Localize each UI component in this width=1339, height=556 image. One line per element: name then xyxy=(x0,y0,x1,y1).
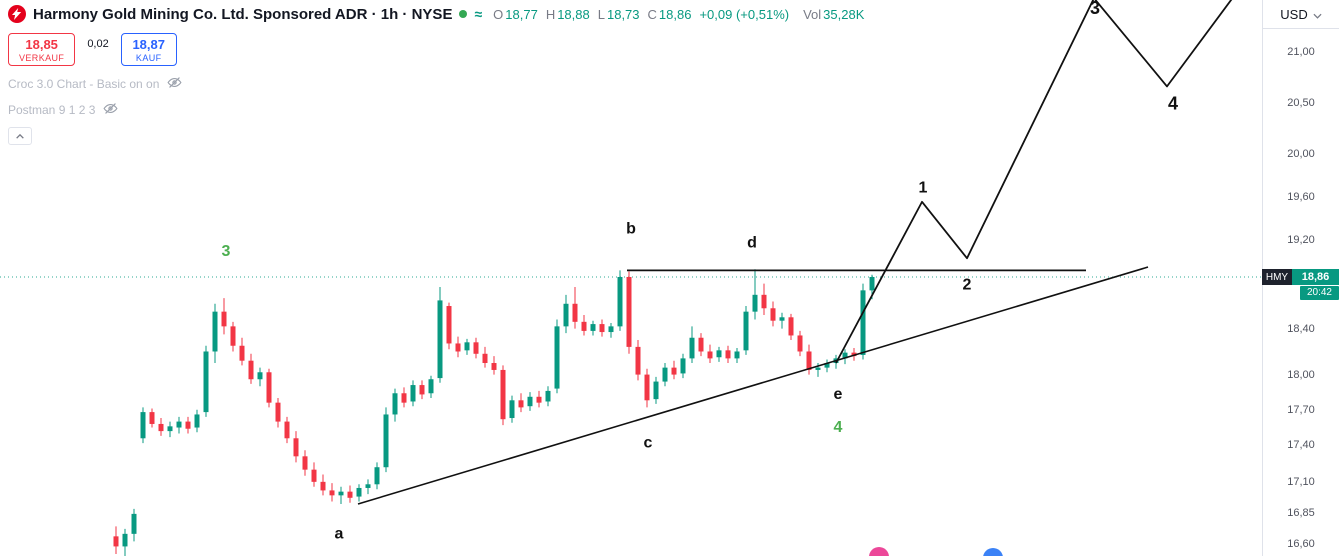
indicator-label: Croc 3.0 Chart - Basic on on xyxy=(8,76,160,91)
ascending-trendline xyxy=(357,266,1149,505)
price-axis-label: 17,70 xyxy=(1287,403,1315,416)
price-axis-label: 17,40 xyxy=(1287,439,1315,452)
chart-legend: Harmony Gold Mining Co. Ltd. Sponsored A… xyxy=(8,4,864,145)
currency-label: USD xyxy=(1280,6,1308,22)
indicator-row-postman[interactable]: Postman 9 1 2 3 xyxy=(8,101,864,118)
price-axis-label: 19,20 xyxy=(1287,233,1315,246)
high-label: H xyxy=(545,6,556,22)
price-axis-label: 20,00 xyxy=(1287,148,1315,161)
low-label: L xyxy=(597,6,605,22)
buy-button[interactable]: 18,87 KAUF xyxy=(120,33,177,66)
ohlc-values: O 18,77 H 18,88 L 18,73 C 18,86 +0,09 (+0,51… xyxy=(493,7,864,22)
wave-label: 4 xyxy=(834,419,843,436)
open-value: 18,77 xyxy=(505,6,538,22)
buy-label: KAUF xyxy=(135,53,162,63)
symbol-logo-icon[interactable] xyxy=(8,5,26,23)
wave-label: 3 xyxy=(222,243,231,260)
price-axis-label: 16,60 xyxy=(1287,537,1315,550)
sell-label: VERKAUF xyxy=(19,53,65,63)
badge-price: 18,86 xyxy=(1292,269,1339,285)
candles-layer xyxy=(113,269,875,556)
eye-off-icon[interactable] xyxy=(102,100,119,120)
wave-label: b xyxy=(626,220,636,237)
symbol-row: Harmony Gold Mining Co. Ltd. Sponsored A… xyxy=(8,4,864,24)
currency-selector[interactable]: USD xyxy=(1263,0,1339,29)
price-axis-label: 17,10 xyxy=(1287,475,1315,488)
wave-label: d xyxy=(747,234,757,251)
price-badge-row: HMY 18,86 xyxy=(1262,269,1339,285)
sell-button[interactable]: 18,85 VERKAUF xyxy=(8,33,76,66)
price-axis-label: 20,50 xyxy=(1287,96,1315,109)
market-status-icon xyxy=(459,10,468,18)
high-value: 18,88 xyxy=(557,6,590,22)
chevron-up-icon xyxy=(15,127,25,145)
price-axis-label: 18,40 xyxy=(1287,322,1315,335)
buy-price: 18,87 xyxy=(132,37,165,52)
low-value: 18,73 xyxy=(606,6,640,22)
delayed-data-icon: ≈ xyxy=(474,6,483,22)
wave-label: a xyxy=(335,525,344,542)
indicator-row-croc[interactable]: Croc 3.0 Chart - Basic on on xyxy=(8,75,864,92)
eye-off-icon[interactable] xyxy=(166,74,183,94)
chevron-down-icon xyxy=(1313,7,1322,22)
wave-label: 4 xyxy=(1168,94,1178,114)
badge-symbol: HMY xyxy=(1262,269,1292,285)
sticker-bubble xyxy=(983,548,1003,556)
current-price-badge: HMY 18,86 20:42 xyxy=(1262,269,1339,300)
close-value: 18,86 xyxy=(658,6,692,22)
wave-label: e xyxy=(834,386,843,403)
collapse-legend-button[interactable] xyxy=(8,127,32,145)
wave-label: 2 xyxy=(963,276,972,293)
sticker-bubble xyxy=(869,547,889,556)
close-label: C xyxy=(647,6,657,22)
indicator-label: Postman 9 1 2 3 xyxy=(8,102,96,117)
trade-panel: 18,85 VERKAUF 0,02 18,87 KAUF xyxy=(8,33,864,66)
wave-label: c xyxy=(644,435,653,452)
price-axis-label: 16,85 xyxy=(1287,506,1315,519)
symbol-title[interactable]: Harmony Gold Mining Co. Ltd. Sponsored A… xyxy=(33,5,453,23)
spread-value: 0,02 xyxy=(87,38,109,50)
price-axis-label: 21,00 xyxy=(1287,46,1315,59)
open-label: O xyxy=(493,6,504,22)
sell-price: 18,85 xyxy=(25,37,58,52)
price-axis-label: 19,60 xyxy=(1287,190,1315,203)
wave-label: 3 xyxy=(1090,0,1100,18)
countdown-badge: 20:42 xyxy=(1299,286,1339,300)
wave-label: 1 xyxy=(919,180,928,197)
change-value: +0,09 (+0,51%) xyxy=(699,6,790,22)
volume-value: 35,28K xyxy=(823,6,865,22)
volume-label: Vol xyxy=(803,6,822,22)
projection-zigzag-1-2-3-4 xyxy=(835,0,1233,364)
price-axis-label: 18,00 xyxy=(1287,368,1315,381)
